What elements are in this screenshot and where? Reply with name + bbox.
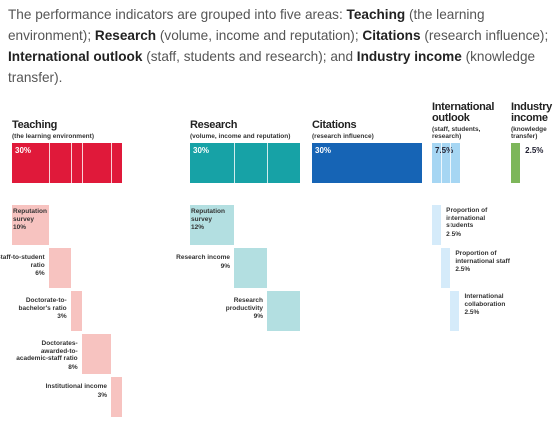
- indicator-label: Reputation survey 10%: [13, 208, 48, 232]
- indicator-weight-label: 12%: [191, 224, 205, 231]
- indicator-weight-label: 2.5%: [464, 309, 480, 316]
- indicator-name: Proportion of international students: [446, 207, 488, 229]
- pillar-bar: [190, 143, 300, 183]
- indicator-bar: [70, 291, 82, 331]
- indicator-name: Institutional income: [45, 383, 107, 390]
- indicator-label: Staff-to-student ratio 6%: [0, 254, 45, 278]
- guide-line: [48, 143, 50, 248]
- indicator-weight-label: 2.5%: [446, 230, 461, 238]
- indicator-name: International collaboration: [464, 293, 506, 308]
- indicator-name: Research income: [176, 254, 230, 261]
- pillar-weight-label: 7.5%: [435, 146, 454, 155]
- indicator-label: Doctorate-to-bachelor's ratio 3%: [5, 297, 67, 321]
- intro-segment: Teaching: [346, 7, 406, 22]
- pillar-weight-label: 30%: [15, 146, 32, 155]
- indicator-bar: [450, 291, 460, 331]
- intro-segment: (knowledge transfer).: [8, 49, 536, 85]
- guide-line: [111, 143, 112, 377]
- pillar-title: Citations: [312, 119, 357, 131]
- indicator-weight-label: 6%: [35, 270, 45, 277]
- intro-segment: Research: [94, 28, 157, 43]
- indicator-name: Doctorates-awarded-to-academic-staff rat…: [16, 340, 78, 362]
- indicator-label: Proportion of international students 2.5%: [446, 207, 506, 238]
- pillar-subtitle: (volume, income and reputation): [190, 133, 291, 140]
- guide-line: [234, 143, 235, 248]
- indicator-bar: [234, 248, 267, 288]
- indicator-label: Research income 9%: [168, 254, 230, 270]
- guide-line: [450, 143, 452, 291]
- intro-segment: Citations: [362, 28, 421, 43]
- pillar-title: Research: [190, 119, 238, 131]
- pillar-weight-label: 2.5%: [525, 146, 544, 155]
- indicator-label: Doctorates-awarded-to-academic-staff rat…: [16, 340, 78, 371]
- pillar-heading: Research (volume, income and reputation): [190, 119, 300, 141]
- indicator-label: Institutional income 3%: [45, 383, 107, 399]
- pillar-title: Industry income: [511, 101, 552, 124]
- guide-line: [441, 143, 443, 248]
- pillar-subtitle: (knowledge transfer): [511, 126, 547, 140]
- pillar-heading: Citations (research influence): [312, 119, 422, 141]
- indicator-weight-label: 3%: [97, 391, 107, 399]
- pillar-subtitle: (the learning environment): [12, 133, 94, 140]
- indicator-bar: [48, 248, 71, 288]
- indicator-bar: [190, 205, 234, 245]
- intro-segment: International outlook: [8, 49, 143, 64]
- indicator-bar: [81, 334, 111, 374]
- pillar-bar: [432, 143, 460, 183]
- indicator-name: Reputation survey: [191, 208, 225, 223]
- pillar-weight-label: 30%: [315, 146, 332, 155]
- pillar-bar: [511, 143, 521, 183]
- indicator-label: Research productivity 9%: [201, 297, 263, 321]
- indicator-bar: [12, 205, 49, 245]
- pillar-subtitle: (staff, students, research): [432, 126, 481, 140]
- indicator-name: Research productivity: [225, 297, 263, 312]
- intro-segment: (staff, students and research); and: [142, 49, 357, 64]
- indicator-weight-label: 10%: [13, 224, 27, 231]
- pillar-heading: Industry income (knowledge transfer): [511, 101, 556, 141]
- pillar-title: Teaching: [12, 119, 58, 131]
- pillar-heading: Teaching (the learning environment): [12, 119, 122, 141]
- intro-segment: (the learning environment);: [8, 7, 485, 43]
- pillar-weight-label: 30%: [193, 146, 210, 155]
- indicator-weight-label: 9%: [253, 313, 263, 320]
- pillar-bar: [312, 143, 422, 183]
- indicator-weight-label: 3%: [57, 313, 67, 320]
- guide-line: [70, 143, 72, 291]
- indicator-name: Reputation survey: [13, 208, 47, 223]
- indicator-name: Proportion of international staff: [455, 250, 510, 265]
- indicator-bar: [441, 248, 451, 288]
- intro-segment: The performance indicators are grouped i…: [8, 7, 347, 22]
- pillar-heading: International outlook (staff, students, r…: [432, 101, 507, 141]
- pillar-title: International outlook: [432, 101, 495, 124]
- indicator-label: International collaboration 2.5%: [465, 293, 525, 317]
- intro-text: The performance indicators are grouped i…: [8, 4, 553, 88]
- guide-line: [267, 143, 268, 291]
- indicator-label: Reputation survey 12%: [191, 208, 233, 232]
- intro-segment: Industry income: [356, 49, 462, 64]
- indicator-bar: [432, 205, 442, 245]
- intro-segment: (research influence);: [420, 28, 549, 43]
- indicator-label: Proportion of international staff 2.5%: [455, 250, 515, 274]
- indicator-name: Doctorate-to-bachelor's ratio: [18, 297, 67, 312]
- indicator-weight-label: 2.5%: [455, 266, 471, 273]
- indicator-name: Staff-to-student ratio: [0, 254, 45, 269]
- intro-segment: (volume, income and reputation);: [156, 28, 363, 43]
- indicator-bar: [267, 291, 300, 331]
- indicator-bar: [111, 377, 122, 417]
- indicator-weight-label: 8%: [68, 363, 78, 371]
- guide-line: [81, 143, 83, 334]
- indicator-weight-label: 9%: [220, 262, 230, 270]
- pillar-bar: [12, 143, 122, 183]
- pillar-subtitle: (research influence): [312, 133, 374, 140]
